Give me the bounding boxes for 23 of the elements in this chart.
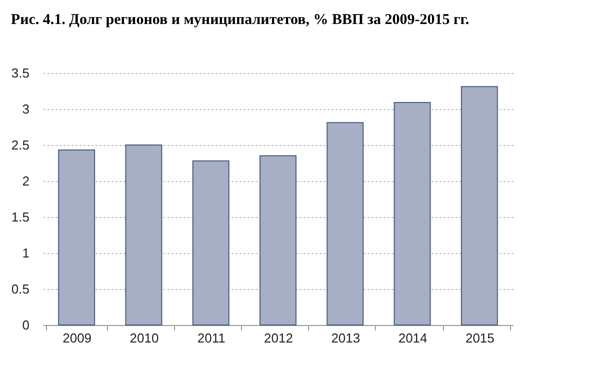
x-tick-label: 2011 [197, 330, 226, 346]
chart-title: Рис. 4.1. Долг регионов и муниципалитетов, % ВВП за 2009-2015 гг. [10, 12, 470, 28]
bar [260, 155, 296, 326]
y-tick-label: 1.5 [11, 210, 30, 224]
y-tick-label: 3.5 [11, 66, 30, 80]
bar [394, 102, 431, 326]
bar [58, 150, 96, 326]
bar [192, 160, 230, 326]
x-tick-label: 2015 [465, 330, 494, 346]
y-tick-label: 0.5 [11, 282, 30, 296]
bar [326, 122, 364, 326]
x-tick-label: 2012 [264, 330, 293, 346]
y-tick-label: 2.5 [11, 138, 30, 152]
bar [460, 86, 498, 326]
x-tick-label: 2010 [130, 330, 159, 346]
y-tick-label: 0 [22, 318, 30, 332]
bar [125, 144, 162, 326]
y-tick-label: 2 [22, 174, 30, 188]
y-tick-label: 3 [22, 102, 30, 116]
y-tick-label: 1 [22, 246, 30, 260]
x-tick-label: 2013 [331, 330, 360, 346]
x-tick-label: 2014 [398, 330, 428, 346]
x-tick-label: 2009 [62, 330, 92, 346]
